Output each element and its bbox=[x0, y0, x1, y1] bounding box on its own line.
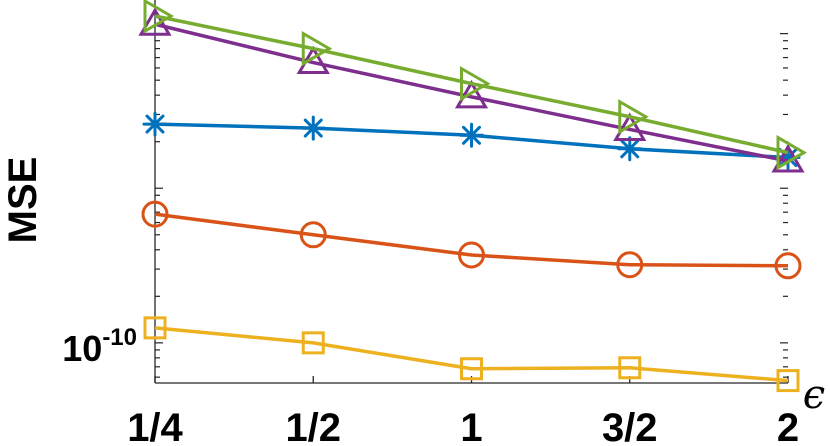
data-point bbox=[301, 31, 333, 67]
data-point bbox=[459, 122, 484, 148]
series-triangle-right bbox=[143, 0, 808, 171]
series-square bbox=[143, 316, 800, 393]
data-point bbox=[776, 369, 800, 393]
asterisk-stroke bbox=[462, 125, 481, 145]
asterisk-stroke bbox=[778, 148, 798, 168]
data-point bbox=[618, 356, 642, 380]
series-line bbox=[154, 14, 789, 155]
data-point bbox=[460, 357, 483, 381]
series-line bbox=[154, 22, 789, 163]
data-point bbox=[458, 241, 485, 269]
labels: 1/4 1/2 1 3/2 2 10-10 MSE ϵ bbox=[1, 157, 825, 446]
series-triangle-up bbox=[138, 7, 805, 173]
data-point bbox=[460, 66, 491, 102]
asterisk-stroke bbox=[620, 139, 640, 159]
asterisk-stroke bbox=[303, 118, 323, 138]
data-point bbox=[300, 115, 326, 141]
series-line bbox=[154, 326, 789, 383]
series-line bbox=[154, 212, 789, 268]
x-tick-label: 3/2 bbox=[602, 406, 658, 446]
series-layer bbox=[138, 0, 808, 393]
data-point bbox=[141, 200, 169, 228]
data-point bbox=[613, 112, 647, 141]
data-point bbox=[301, 331, 325, 355]
x-axis-label: ϵ bbox=[803, 372, 825, 418]
data-point bbox=[617, 136, 643, 162]
data-point bbox=[774, 252, 802, 280]
data-point bbox=[143, 316, 167, 340]
x-tick-label: 1/2 bbox=[285, 406, 341, 446]
x-tick-label: 1 bbox=[460, 406, 482, 446]
data-point bbox=[299, 221, 327, 249]
data-point bbox=[618, 99, 649, 135]
data-point bbox=[142, 111, 168, 137]
series-asterisk bbox=[142, 111, 801, 171]
x-tick-label: 2 bbox=[777, 406, 799, 446]
y-axis-label: MSE bbox=[1, 157, 45, 244]
x-tick-label: 1/4 bbox=[127, 406, 183, 446]
data-point bbox=[616, 251, 644, 279]
y-tick-label: 10-10 bbox=[62, 324, 137, 369]
data-point bbox=[454, 79, 489, 109]
data-point bbox=[776, 135, 808, 171]
data-point bbox=[143, 0, 175, 34]
series-circle bbox=[141, 200, 802, 280]
axes bbox=[154, 0, 789, 384]
asterisk-stroke bbox=[145, 114, 165, 134]
